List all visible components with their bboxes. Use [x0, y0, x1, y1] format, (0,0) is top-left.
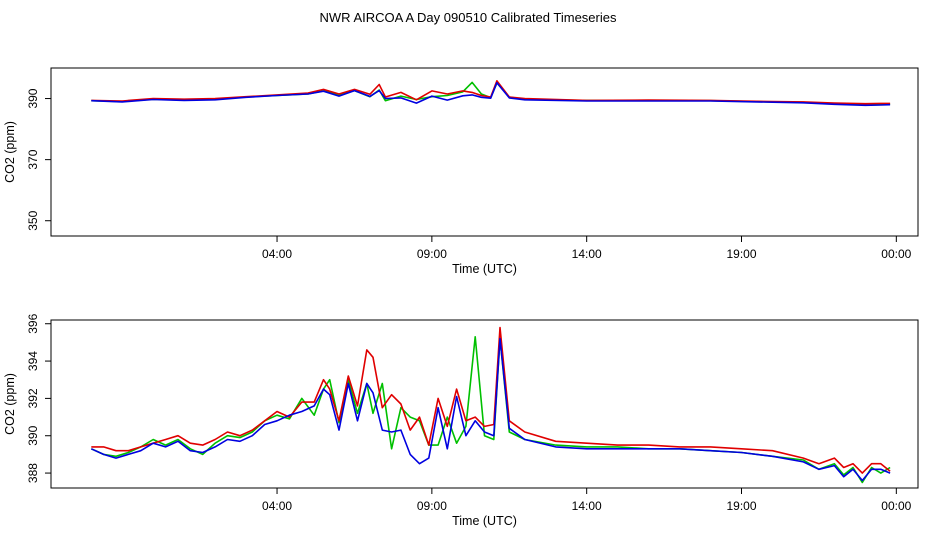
chart-0-y-tick-label-1: 370 [26, 149, 40, 169]
chart-1-series-blue-line [90, 337, 891, 482]
chart-0-x-tick-label-0: 04:00 [262, 247, 292, 261]
chart-0-x-tick-label-1: 09:00 [417, 247, 447, 261]
chart-0-y-tick-label-2: 390 [26, 88, 40, 108]
chart-0-y-tick-label-0: 350 [26, 210, 40, 230]
chart-1-x-axis-label: Time (UTC) [452, 514, 517, 528]
chart-0-x-tick-label-2: 14:00 [572, 247, 602, 261]
chart-1-series-red-line [91, 326, 891, 474]
top-panel: 04:00 09:00 14:00 19:00 00:00 350 370 390 Time (… [3, 67, 919, 276]
chart-1-y-tick-label-4: 396 [26, 313, 40, 333]
chart-1-y-tick-label-2: 392 [26, 388, 40, 408]
chart-1-y-axis-label: CO2 (ppm) [3, 373, 17, 435]
chart-1-y-tick-label-3: 394 [26, 351, 40, 371]
chart-1-x-tick-label-3: 19:00 [726, 499, 756, 513]
chart-0-x-tick-label-3: 19:00 [726, 247, 756, 261]
chart-1-y-tick-label-0: 388 [26, 463, 40, 483]
chart-1-series-green-line [90, 335, 891, 484]
chart-0-x-tick-label-4: 00:00 [881, 247, 911, 261]
chart-0-y-axis-label: CO2 (ppm) [3, 121, 17, 183]
bottom-panel: 04:00 09:00 14:00 19:00 00:00 388 390 392 394 396… [3, 313, 919, 528]
chart-1-x-tick-label-4: 00:00 [881, 499, 911, 513]
chart-1-x-tick-label-1: 09:00 [417, 499, 447, 513]
chart-0-series-blue-line [91, 81, 891, 107]
chart-0-x-axis-label: Time (UTC) [452, 262, 517, 276]
chart-1-plot-frame [50, 319, 919, 489]
chart-1-x-tick-label-0: 04:00 [262, 499, 292, 513]
chart-1-x-tick-label-2: 14:00 [572, 499, 602, 513]
figure-title: NWR AIRCOA A Day 090510 Calibrated Times… [320, 10, 617, 25]
chart-0-plot-frame [50, 67, 919, 237]
chart-1-y-tick-label-1: 390 [26, 425, 40, 445]
